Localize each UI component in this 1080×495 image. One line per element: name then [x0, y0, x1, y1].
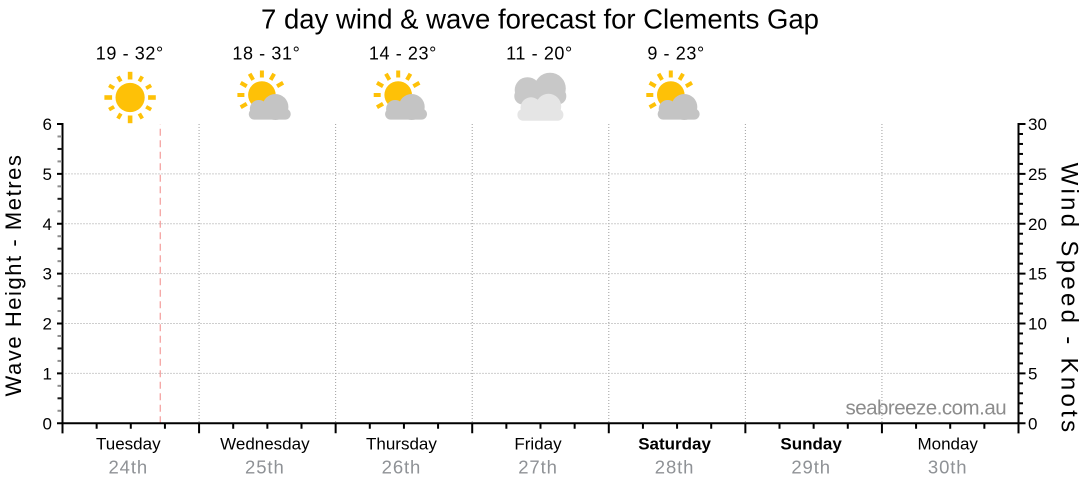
svg-text:Friday: Friday [514, 435, 562, 454]
svg-text:Wind Speed - Knots: Wind Speed - Knots [1056, 163, 1080, 436]
svg-text:24th: 24th [108, 456, 148, 477]
svg-text:0: 0 [1028, 414, 1037, 433]
svg-text:4: 4 [43, 215, 52, 234]
svg-text:15: 15 [1028, 265, 1047, 284]
svg-text:25th: 25th [245, 456, 285, 477]
svg-text:28th: 28th [655, 456, 695, 477]
svg-text:1: 1 [43, 364, 52, 383]
svg-text:27th: 27th [518, 456, 558, 477]
svg-text:30: 30 [1028, 115, 1047, 134]
svg-text:6: 6 [43, 115, 52, 134]
svg-text:14 - 23°: 14 - 23° [369, 43, 437, 63]
svg-text:9 - 23°: 9 - 23° [647, 43, 704, 63]
svg-text:25: 25 [1028, 165, 1047, 184]
svg-text:Thursday: Thursday [366, 435, 437, 454]
svg-text:7 day wind & wave forecast for: 7 day wind & wave forecast for Clements … [261, 3, 819, 34]
svg-text:20: 20 [1028, 215, 1047, 234]
svg-text:3: 3 [43, 265, 52, 284]
svg-text:10: 10 [1028, 315, 1047, 334]
svg-text:0: 0 [43, 414, 52, 433]
svg-text:26th: 26th [382, 456, 422, 477]
svg-text:5: 5 [1028, 364, 1037, 383]
svg-text:Monday: Monday [917, 435, 978, 454]
svg-text:Wave Height - Metres: Wave Height - Metres [1, 154, 26, 397]
svg-text:2: 2 [43, 315, 52, 334]
svg-text:Wednesday: Wednesday [220, 435, 310, 454]
svg-text:Saturday: Saturday [638, 435, 711, 454]
svg-text:seabreeze.com.au: seabreeze.com.au [845, 396, 1006, 419]
svg-text:Tuesday: Tuesday [96, 435, 161, 454]
svg-text:30th: 30th [928, 456, 968, 477]
svg-text:5: 5 [43, 165, 52, 184]
svg-text:11 - 20°: 11 - 20° [506, 43, 573, 63]
svg-text:18 - 31°: 18 - 31° [232, 43, 300, 63]
svg-text:19 - 32°: 19 - 32° [96, 43, 164, 63]
svg-text:Sunday: Sunday [780, 435, 842, 454]
svg-text:29th: 29th [791, 456, 831, 477]
